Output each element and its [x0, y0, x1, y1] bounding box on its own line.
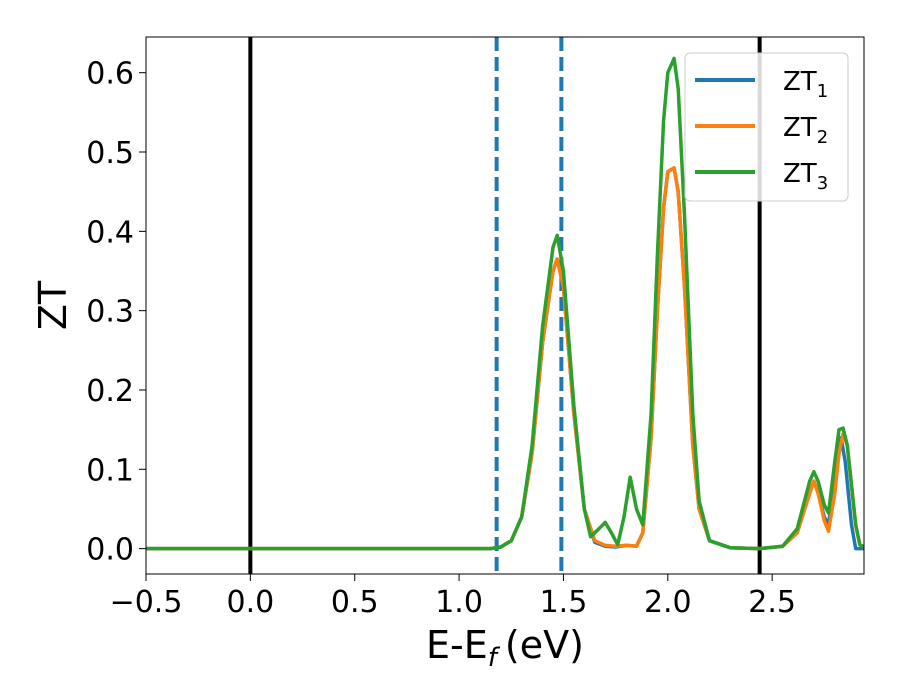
series-lines [146, 56, 864, 551]
y-axis-label: ZT [31, 280, 75, 330]
y-tick-label: 0.6 [86, 57, 134, 92]
y-axis-ticks: 0.0 0.1 0.2 0.3 0.4 0.5 0.6 [86, 57, 146, 568]
x-tick-label: 2.5 [748, 585, 796, 620]
x-tick-label: −0.5 [110, 585, 183, 620]
vertical-lines [248, 37, 762, 574]
y-tick-label: 0.4 [86, 215, 134, 250]
y-tick-label: 0.3 [86, 295, 134, 330]
x-tick-label: 1.5 [540, 585, 588, 620]
y-tick-label: 0.5 [86, 136, 134, 171]
x-tick-label: 0.0 [227, 585, 275, 620]
y-tick-label: 0.1 [86, 453, 134, 488]
x-tick-label: 2.0 [644, 585, 692, 620]
x-tick-label: 0.5 [331, 585, 379, 620]
legend-label-3: ZT3 [783, 159, 828, 194]
legend: ZT1 ZT2 ZT3 [684, 52, 849, 202]
series-line-1 [146, 166, 864, 551]
y-tick-label: 0.0 [86, 533, 134, 568]
legend-label-1: ZT1 [783, 67, 828, 102]
series-line-2 [146, 166, 864, 551]
x-axis-ticks: −0.5 0.0 0.5 1.0 1.5 2.0 2.5 [110, 574, 796, 620]
x-axis-label: E-Ef (eV) [426, 623, 584, 673]
legend-label-2: ZT2 [783, 113, 828, 148]
plot-frame [145, 36, 865, 575]
x-tick-label: 1.0 [435, 585, 483, 620]
legend-box [684, 52, 849, 202]
series-line-3 [146, 56, 864, 551]
y-tick-label: 0.2 [86, 374, 134, 409]
